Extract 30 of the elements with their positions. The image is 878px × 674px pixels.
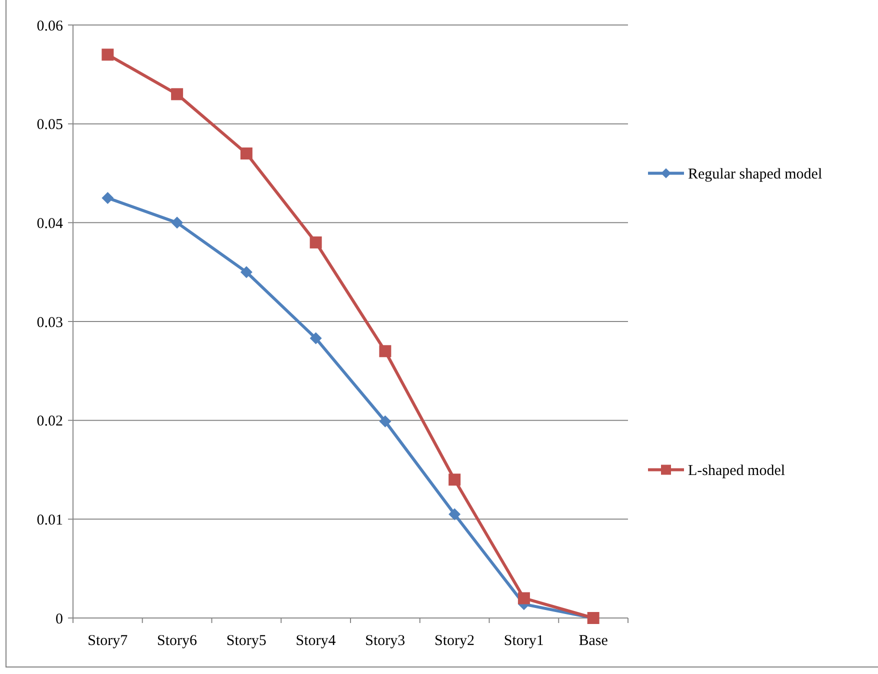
point: [310, 236, 322, 248]
x-tick-label: Story4: [296, 633, 336, 649]
legend-label: Regular shaped model: [688, 166, 822, 182]
x-tick-label: Story3: [365, 633, 406, 649]
point: [240, 147, 252, 160]
point: [171, 216, 184, 229]
point: [102, 192, 114, 204]
y-tick-label: 0.01: [36, 512, 63, 528]
x-tick-label: Story5: [226, 633, 266, 649]
point: [310, 332, 322, 344]
y-tick-label: 0.03: [36, 314, 63, 331]
x-tick-label: Story6: [157, 633, 198, 649]
point: [448, 508, 461, 520]
point: [379, 415, 392, 428]
y-tick-label: 0.06: [36, 18, 64, 34]
x-tick-label: Story7: [88, 633, 128, 649]
point: [171, 88, 184, 100]
y-tick-label: 0.04: [36, 216, 64, 232]
x-tick-label: Story2: [434, 633, 475, 649]
point: [240, 266, 252, 278]
point: [518, 592, 530, 604]
point: [379, 345, 392, 358]
point: [448, 474, 461, 486]
x-tick-label: Base: [578, 633, 608, 649]
y-tick-label: 0: [56, 611, 63, 628]
point: [102, 48, 114, 61]
y-tick-label: 0.02: [36, 414, 63, 430]
legend-label: L-shaped model: [688, 463, 786, 479]
y-tick-label: 0.05: [36, 117, 63, 134]
x-tick-label: Story1: [504, 633, 544, 649]
